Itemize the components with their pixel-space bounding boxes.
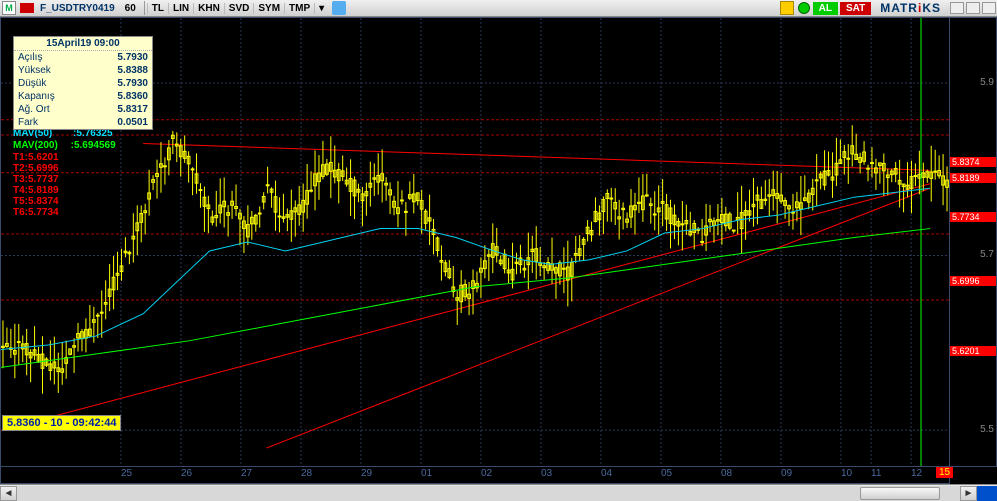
time-tick: 08: [721, 468, 732, 479]
time-tick: 29: [361, 468, 372, 479]
time-tick: 09: [781, 468, 792, 479]
horizontal-scrollbar[interactable]: ◄ ►: [0, 484, 997, 501]
scroll-right-icon[interactable]: ►: [960, 486, 977, 501]
level-t3: T3:5.7737: [13, 174, 59, 185]
time-tick: 27: [241, 468, 252, 479]
scroll-thumb[interactable]: [860, 487, 940, 500]
lightning-icon[interactable]: [780, 1, 794, 15]
price-tick: 5.9: [980, 77, 994, 88]
price-axis: 5.9 5.7 5.5 5.8374 5.8189 5.7734 5.6996 5.6201: [950, 17, 997, 467]
sell-button[interactable]: SAT: [840, 2, 871, 15]
ohlc-info-box: 15April19 09:00 Açılış5.7930 Yüksek5.838…: [13, 36, 153, 130]
toolbar-btn-lin[interactable]: LIN: [168, 3, 193, 14]
window-min-icon[interactable]: [950, 2, 964, 14]
ohlc-row: Fark0.0501: [14, 116, 152, 129]
toolbar-btn-sym[interactable]: SYM: [253, 3, 284, 14]
time-tick: 03: [541, 468, 552, 479]
price-level-box: 5.8374: [950, 157, 996, 167]
status-box: 5.8360 - 10 - 09:42:44: [2, 415, 121, 431]
time-tick: 04: [601, 468, 612, 479]
time-tick: 10: [841, 468, 852, 479]
top-toolbar: M F_USDTRY0419 60 TL LIN KHN SVD SYM TMP…: [0, 0, 997, 17]
app-logo: M: [2, 1, 16, 15]
ohlc-row: Düşük5.7930: [14, 77, 152, 90]
toolbar-btn-tl[interactable]: TL: [147, 3, 168, 14]
symbol-label[interactable]: F_USDTRY0419: [36, 3, 119, 14]
price-level-box: 5.6996: [950, 276, 996, 286]
scroll-left-icon[interactable]: ◄: [0, 486, 17, 501]
brand-label: MATRiKS: [872, 1, 949, 15]
timeframe-label[interactable]: 60: [119, 3, 142, 14]
time-tick: 12: [911, 468, 922, 479]
time-tick: 02: [481, 468, 492, 479]
buy-button[interactable]: AL: [813, 2, 838, 15]
ohlc-row: Yüksek5.8388: [14, 64, 152, 77]
level-t1: T1:5.6201: [13, 152, 59, 163]
ohlc-row: Kapanış5.8360: [14, 90, 152, 103]
window-close-icon[interactable]: [982, 2, 996, 14]
time-axis: 25 26 27 28 29 01 02 03 04 05 08 09 10 11 12 15: [0, 467, 950, 484]
price-level-box: 5.6201: [950, 346, 996, 356]
time-tick: 26: [181, 468, 192, 479]
time-tick: 11: [871, 468, 881, 479]
level-t2: T2:5.6996: [13, 163, 59, 174]
toolbar-dropdown-icon[interactable]: ▾: [314, 3, 328, 14]
time-tick: 05: [661, 468, 672, 479]
price-level-box: 5.7734: [950, 212, 996, 222]
toolbar-btn-tmp[interactable]: TMP: [284, 3, 314, 14]
flag-icon: [20, 3, 34, 13]
price-tick: 5.5: [980, 424, 994, 435]
ohlc-row: Ağ. Ort5.8317: [14, 103, 152, 116]
price-tick: 5.7: [980, 249, 994, 260]
price-level-box: 5.8189: [950, 173, 996, 183]
level-t5: T5:5.8374: [13, 196, 59, 207]
toolbar-btn-khn[interactable]: KHN: [193, 3, 224, 14]
scroll-end-icon[interactable]: [977, 486, 997, 501]
time-tick: 01: [421, 468, 432, 479]
window-max-icon[interactable]: [966, 2, 980, 14]
level-t6: T6:5.7734: [13, 207, 59, 218]
twitter-icon[interactable]: [332, 1, 346, 15]
mav200-label: MAV(200) :5.694569: [13, 140, 116, 151]
time-current-box: 15: [936, 467, 953, 478]
time-tick: 25: [121, 468, 132, 479]
toolbar-btn-svd[interactable]: SVD: [224, 3, 254, 14]
ohlc-header: 15April19 09:00: [14, 37, 152, 51]
reload-icon[interactable]: [798, 2, 810, 14]
level-t4: T4:5.8189: [13, 185, 59, 196]
scroll-track[interactable]: [17, 486, 960, 501]
time-tick: 28: [301, 468, 312, 479]
ohlc-row: Açılış5.7930: [14, 51, 152, 64]
chart-area[interactable]: 15April19 09:00 Açılış5.7930 Yüksek5.838…: [0, 17, 950, 467]
